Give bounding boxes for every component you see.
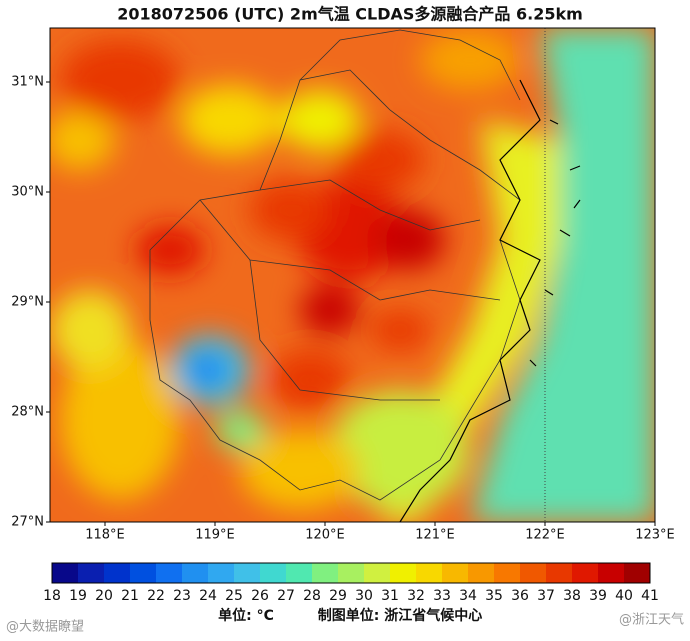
lon-label: 119°E bbox=[195, 528, 235, 543]
lat-label: 27°N bbox=[11, 515, 44, 530]
colorbar-label: 37 bbox=[537, 588, 555, 604]
colorbar-label: 29 bbox=[329, 588, 347, 604]
colorbar-label: 41 bbox=[641, 588, 659, 604]
lon-label: 121°E bbox=[415, 528, 455, 543]
colorbar-segment bbox=[468, 563, 495, 583]
longitude-labels: 118°E 119°E 120°E 121°E 122°E 123°E bbox=[85, 522, 675, 543]
colorbar-label: 21 bbox=[121, 588, 139, 604]
colorbar-segment bbox=[52, 563, 79, 583]
colorbar-segment bbox=[546, 563, 573, 583]
colorbar-segment bbox=[208, 563, 235, 583]
colorbar-label: 27 bbox=[277, 588, 295, 604]
colorbar-segment bbox=[572, 563, 599, 583]
colorbar-segment bbox=[104, 563, 131, 583]
province-boundary bbox=[149, 29, 521, 501]
colorbar-label: 33 bbox=[433, 588, 451, 604]
colorbar-label: 40 bbox=[615, 588, 633, 604]
colorbar-segment bbox=[494, 563, 521, 583]
colorbar-segment bbox=[130, 563, 157, 583]
unit-label: 单位: °C bbox=[218, 607, 274, 624]
title: 2018072506 (UTC) 2m气温 CLDAS多源融合产品 6.25km bbox=[117, 5, 583, 24]
colorbar-label: 25 bbox=[225, 588, 243, 604]
colorbar-label: 18 bbox=[43, 588, 61, 604]
colorbar-segment bbox=[364, 563, 391, 583]
lon-label: 122°E bbox=[525, 528, 565, 543]
colorbar-segment bbox=[520, 563, 547, 583]
colorbar-label: 39 bbox=[589, 588, 607, 604]
temperature-field bbox=[50, 28, 655, 522]
colorbar-label: 24 bbox=[199, 588, 217, 604]
colorbar-label: 34 bbox=[459, 588, 477, 604]
colorbar-segment bbox=[624, 563, 651, 583]
lon-label: 120°E bbox=[305, 528, 345, 543]
colorbar-segment bbox=[156, 563, 183, 583]
colorbar-label: 26 bbox=[251, 588, 269, 604]
colorbar-label: 36 bbox=[511, 588, 529, 604]
colorbar-label: 22 bbox=[147, 588, 165, 604]
colorbar-frame bbox=[51, 562, 651, 584]
colorbar: 18 19 20 21 22 23 24 25 26 27 28 29 30 31 32 33 34 35 36 37… bbox=[43, 562, 659, 604]
lat-label: 31°N bbox=[11, 75, 44, 90]
colorbar-segment bbox=[390, 563, 417, 583]
colorbar-segment bbox=[182, 563, 209, 583]
lon-label: 123°E bbox=[635, 528, 675, 543]
watermark: @大数据瞭望 bbox=[6, 619, 84, 635]
colorbar-label: 23 bbox=[173, 588, 191, 604]
colorbar-label: 35 bbox=[485, 588, 503, 604]
colorbar-segment bbox=[598, 563, 625, 583]
colorbar-segment bbox=[338, 563, 365, 583]
colorbar-label: 19 bbox=[69, 588, 87, 604]
latitude-labels: 31°N 30°N 29°N 28°N 27°N bbox=[11, 75, 50, 530]
colorbar-segment bbox=[234, 563, 261, 583]
colorbar-label: 28 bbox=[303, 588, 321, 604]
watermark: @浙江天气 bbox=[619, 612, 684, 628]
colorbar-label: 31 bbox=[381, 588, 399, 604]
lon-label: 118°E bbox=[85, 528, 125, 543]
colorbar-segment bbox=[78, 563, 105, 583]
producer-label: 制图单位: 浙江省气候中心 bbox=[318, 607, 482, 624]
colorbar-segment bbox=[416, 563, 443, 583]
colorbar-label: 30 bbox=[355, 588, 373, 604]
colorbar-segment bbox=[260, 563, 287, 583]
map-frame bbox=[49, 27, 656, 523]
lat-label: 30°N bbox=[11, 185, 44, 200]
colorbar-label: 38 bbox=[563, 588, 581, 604]
lat-label: 29°N bbox=[11, 295, 44, 310]
colorbar-label: 32 bbox=[407, 588, 425, 604]
colorbar-label: 20 bbox=[95, 588, 113, 604]
coastline bbox=[399, 79, 581, 522]
colorbar-segment bbox=[442, 563, 469, 583]
colorbar-segment bbox=[286, 563, 313, 583]
colorbar-segment bbox=[312, 563, 339, 583]
lat-label: 28°N bbox=[11, 405, 44, 420]
